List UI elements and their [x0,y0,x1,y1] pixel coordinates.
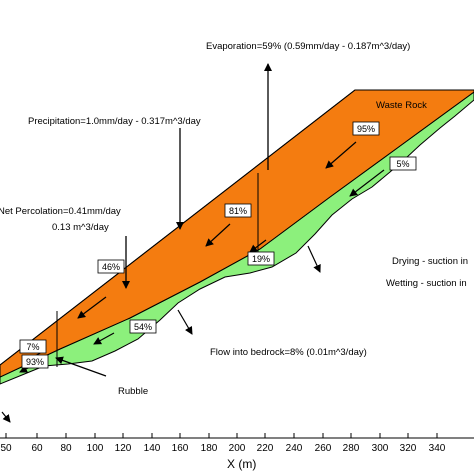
percent-box-label: 19% [252,254,270,264]
x-tick-label: 200 [229,443,246,454]
x-axis-ticks: 50 60 80 100 120 140 160 180 200 220 240 260 280 300 3… [0,433,446,454]
x-tick-label: 300 [372,443,389,454]
rubble-arrow [55,356,107,377]
flow-arrow-1 [325,141,357,169]
percent-box: 54% [129,319,157,334]
evaporation-label: Evaporation=59% (0.59mm/day - 0.187m^3/d… [206,41,410,52]
waste-rock-layer [0,89,474,378]
x-axis-title: X (m) [227,457,256,471]
bedrock-flow-arrow-2 [177,309,193,335]
x-tick-label: 180 [201,443,218,454]
x-tick-label: 140 [144,443,161,454]
percent-box-label: 7% [26,342,39,352]
net-percolation-volume-label: 0.13 m^3/day [52,222,109,233]
percent-box-label: 81% [229,206,247,216]
x-tick-label: 80 [60,443,72,454]
percent-box-label: 93% [26,357,44,367]
percent-box-label: 95% [357,124,375,134]
x-tick-label: 220 [257,443,274,454]
percent-box-label: 5% [396,159,409,169]
flow-arrow-6 [93,332,115,345]
x-tick-label: 50 [0,443,12,454]
percent-box: 7% [19,339,47,354]
x-tick-label: 60 [31,443,43,454]
flow-into-bedrock-label: Flow into bedrock=8% (0.01m^3/day) [210,347,367,358]
net-percolation-label: Net Percolation=0.41mm/day [0,206,121,217]
drying-label: Drying - suction in [392,256,468,267]
percent-box: 95% [352,121,380,136]
percent-box: 81% [224,203,252,218]
flow-arrow-4 [349,169,385,197]
bedrock-flow-arrow-1 [307,245,321,273]
percent-box: 93% [21,354,49,369]
percent-box: 46% [97,259,125,274]
x-tick-label: 120 [115,443,132,454]
flow-arrow-3 [77,296,107,319]
percent-box-label: 54% [134,322,152,332]
percent-box: 5% [389,156,417,171]
wetting-label: Wetting - suction in [386,278,467,289]
edge-arrow [1,411,11,423]
x-tick-label: 160 [172,443,189,454]
flow-arrow-2 [205,223,231,247]
waste-rock-label: Waste Rock [376,100,427,111]
percent-boxes: 95% 5% 81% 19% 46% 54% 7% 93% [19,121,417,369]
percent-box-label: 46% [102,262,120,272]
x-tick-label: 280 [343,443,360,454]
x-tick-label: 320 [400,443,417,454]
x-tick-label: 240 [286,443,303,454]
rubble-label: Rubble [118,386,148,397]
x-tick-label: 340 [429,443,446,454]
x-tick-label: 100 [87,443,104,454]
x-tick-label: 260 [315,443,332,454]
flow-arrow-5 [249,239,267,253]
percent-box: 19% [247,251,275,266]
precipitation-label: Precipitation=1.0mm/day - 0.317m^3/day [28,116,201,127]
